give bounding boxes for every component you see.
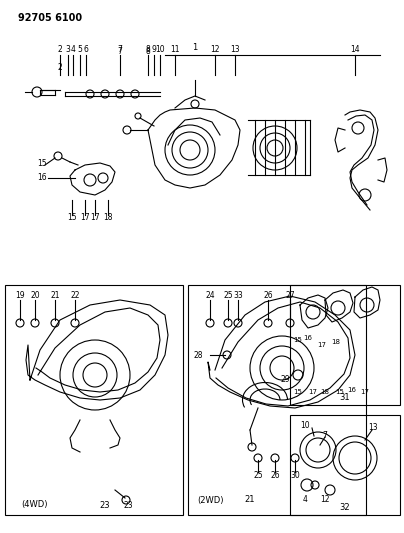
Text: 23: 23 [100, 500, 110, 510]
Text: 15: 15 [37, 158, 47, 167]
Text: 10: 10 [155, 45, 165, 54]
Text: 92705 6100: 92705 6100 [18, 13, 82, 23]
Text: 22: 22 [70, 290, 80, 300]
Text: 17: 17 [318, 342, 326, 348]
Text: 7: 7 [118, 45, 122, 54]
Text: 20: 20 [30, 290, 40, 300]
Text: 2: 2 [58, 63, 62, 72]
Text: 15: 15 [336, 389, 345, 395]
Text: 16: 16 [347, 387, 356, 393]
Text: 6: 6 [84, 45, 88, 54]
Bar [188, 285, 366, 515]
Text: 13: 13 [230, 45, 240, 54]
Text: 12: 12 [320, 496, 330, 505]
Text: 12: 12 [210, 45, 220, 54]
Text: 8: 8 [145, 47, 150, 56]
Text: 4: 4 [71, 45, 76, 54]
Text: 17: 17 [90, 214, 100, 222]
Text: 18: 18 [103, 214, 113, 222]
Bar [290, 285, 400, 405]
Text: 32: 32 [340, 503, 350, 512]
Text: 8: 8 [145, 45, 150, 54]
Bar [290, 415, 400, 515]
Text: 21: 21 [245, 496, 255, 505]
Text: 1: 1 [192, 44, 198, 52]
Text: 15: 15 [67, 214, 77, 222]
Text: 26: 26 [263, 290, 273, 300]
Text: 17: 17 [80, 214, 90, 222]
Text: 28: 28 [193, 351, 203, 359]
Text: 29: 29 [280, 376, 290, 384]
Text: 15: 15 [294, 337, 303, 343]
Text: 13: 13 [368, 423, 378, 432]
Text: 4: 4 [303, 496, 307, 505]
Text: 33: 33 [233, 290, 243, 300]
Text: 30: 30 [290, 471, 300, 480]
Text: 25: 25 [223, 290, 233, 300]
Text: 26: 26 [270, 471, 280, 480]
Text: 10: 10 [300, 421, 310, 430]
Text: 5: 5 [78, 45, 82, 54]
Text: 19: 19 [15, 290, 25, 300]
Text: 18: 18 [332, 339, 341, 345]
Text: 9: 9 [152, 45, 156, 54]
Text: 11: 11 [170, 45, 180, 54]
Text: (4WD): (4WD) [22, 500, 48, 510]
Text: 25: 25 [253, 471, 263, 480]
Text: 31: 31 [340, 393, 350, 402]
Text: 3: 3 [65, 45, 70, 54]
Text: 27: 27 [285, 290, 295, 300]
Text: (2WD): (2WD) [197, 496, 223, 505]
Text: 7: 7 [118, 47, 122, 56]
Text: 14: 14 [350, 45, 360, 54]
Text: 2: 2 [58, 45, 62, 54]
Text: 23: 23 [123, 500, 133, 510]
Text: 15: 15 [294, 389, 303, 395]
Text: 24: 24 [205, 290, 215, 300]
Text: 21: 21 [50, 290, 60, 300]
Text: 17: 17 [360, 389, 370, 395]
Text: 18: 18 [320, 389, 330, 395]
Text: 17: 17 [309, 389, 318, 395]
Bar [5, 285, 183, 515]
Text: 16: 16 [303, 335, 313, 341]
Text: 7: 7 [322, 431, 327, 440]
Text: 16: 16 [37, 174, 47, 182]
